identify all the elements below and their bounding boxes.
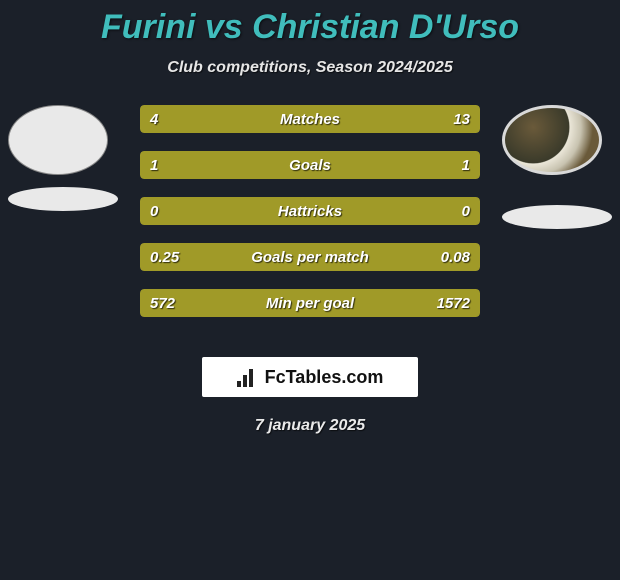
stat-label: Hattricks [140, 197, 480, 225]
player-left-block [8, 105, 118, 211]
player-left-avatar [8, 105, 108, 175]
fctables-icon [237, 367, 259, 387]
stat-row: 0.250.08Goals per match [140, 243, 480, 271]
stat-bars-container: 413Matches 11Goals 00Hattricks 0.250.08Goal… [140, 105, 480, 335]
player-left-name-placeholder [8, 187, 118, 211]
player-right-avatar [502, 105, 602, 175]
stat-row: 413Matches [140, 105, 480, 133]
stat-label: Goals per match [140, 243, 480, 271]
comparison-layout: 413Matches 11Goals 00Hattricks 0.250.08Goal… [0, 105, 620, 345]
stat-label: Min per goal [140, 289, 480, 317]
stat-label: Goals [140, 151, 480, 179]
stat-row: 00Hattricks [140, 197, 480, 225]
stat-row: 11Goals [140, 151, 480, 179]
footer-date: 7 january 2025 [0, 417, 620, 435]
player-right-block [502, 105, 612, 229]
footer-logo: FcTables.com [202, 357, 418, 397]
footer-site-text: FcTables.com [265, 367, 384, 388]
player-right-name-placeholder [502, 205, 612, 229]
stat-row: 5721572Min per goal [140, 289, 480, 317]
page-subtitle: Club competitions, Season 2024/2025 [0, 59, 620, 77]
stat-label: Matches [140, 105, 480, 133]
page-title: Furini vs Christian D'Urso [0, 0, 620, 47]
